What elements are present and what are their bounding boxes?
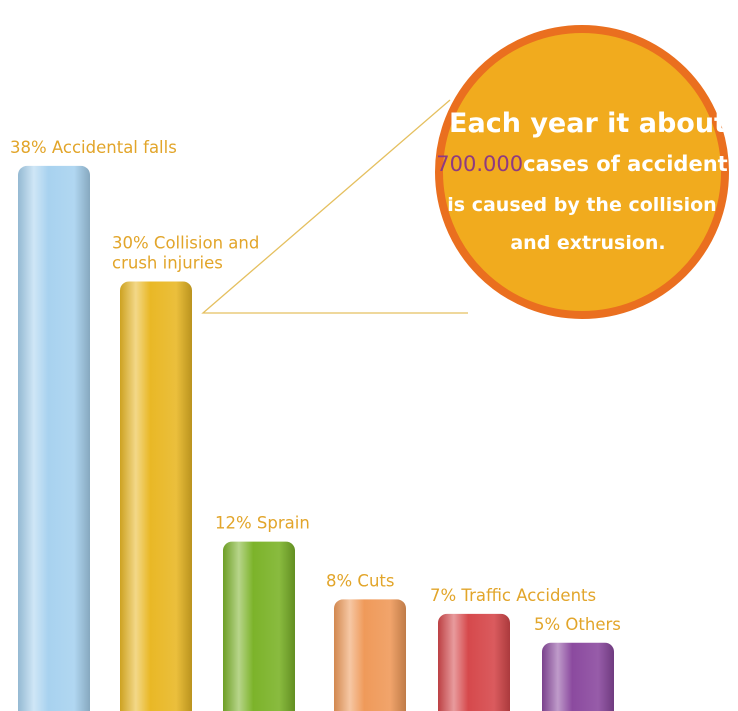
bar-others [542, 642, 614, 711]
callout-line-2-text: cases of accident [523, 152, 728, 176]
bar-label-3: 8% Cuts [326, 571, 394, 590]
callout-line-4: and extrusion. [510, 232, 665, 254]
callout-bubble: Each year it about 700.000cases of accid… [201, 25, 729, 319]
bar-collision-and-crush-injuries [120, 281, 192, 711]
bar-cuts [334, 599, 406, 711]
bar-traffic-accidents [438, 613, 510, 711]
callout-highlight-number: 700.000 [436, 152, 523, 176]
bar-accidental-falls [18, 165, 90, 711]
callout-line-3: is caused by the collision [447, 194, 716, 216]
callout-line-2: 700.000cases of accident [436, 152, 727, 176]
callout-circle [435, 25, 729, 319]
bar-labels-group: 38% Accidental falls 30% Collision and cru… [10, 138, 621, 634]
bar-label-4: 7% Traffic Accidents [430, 586, 596, 605]
bar-sprain [223, 541, 295, 711]
callout-pointer [201, 99, 468, 314]
bar-label-2: 12% Sprain [215, 514, 310, 533]
callout-line-1: Each year it about [449, 108, 727, 139]
bar-label-0: 38% Accidental falls [10, 138, 177, 157]
bar-label-1: 30% Collision and crush injuries [112, 234, 259, 273]
bar-label-5: 5% Others [534, 615, 621, 634]
bars-group [18, 165, 614, 711]
